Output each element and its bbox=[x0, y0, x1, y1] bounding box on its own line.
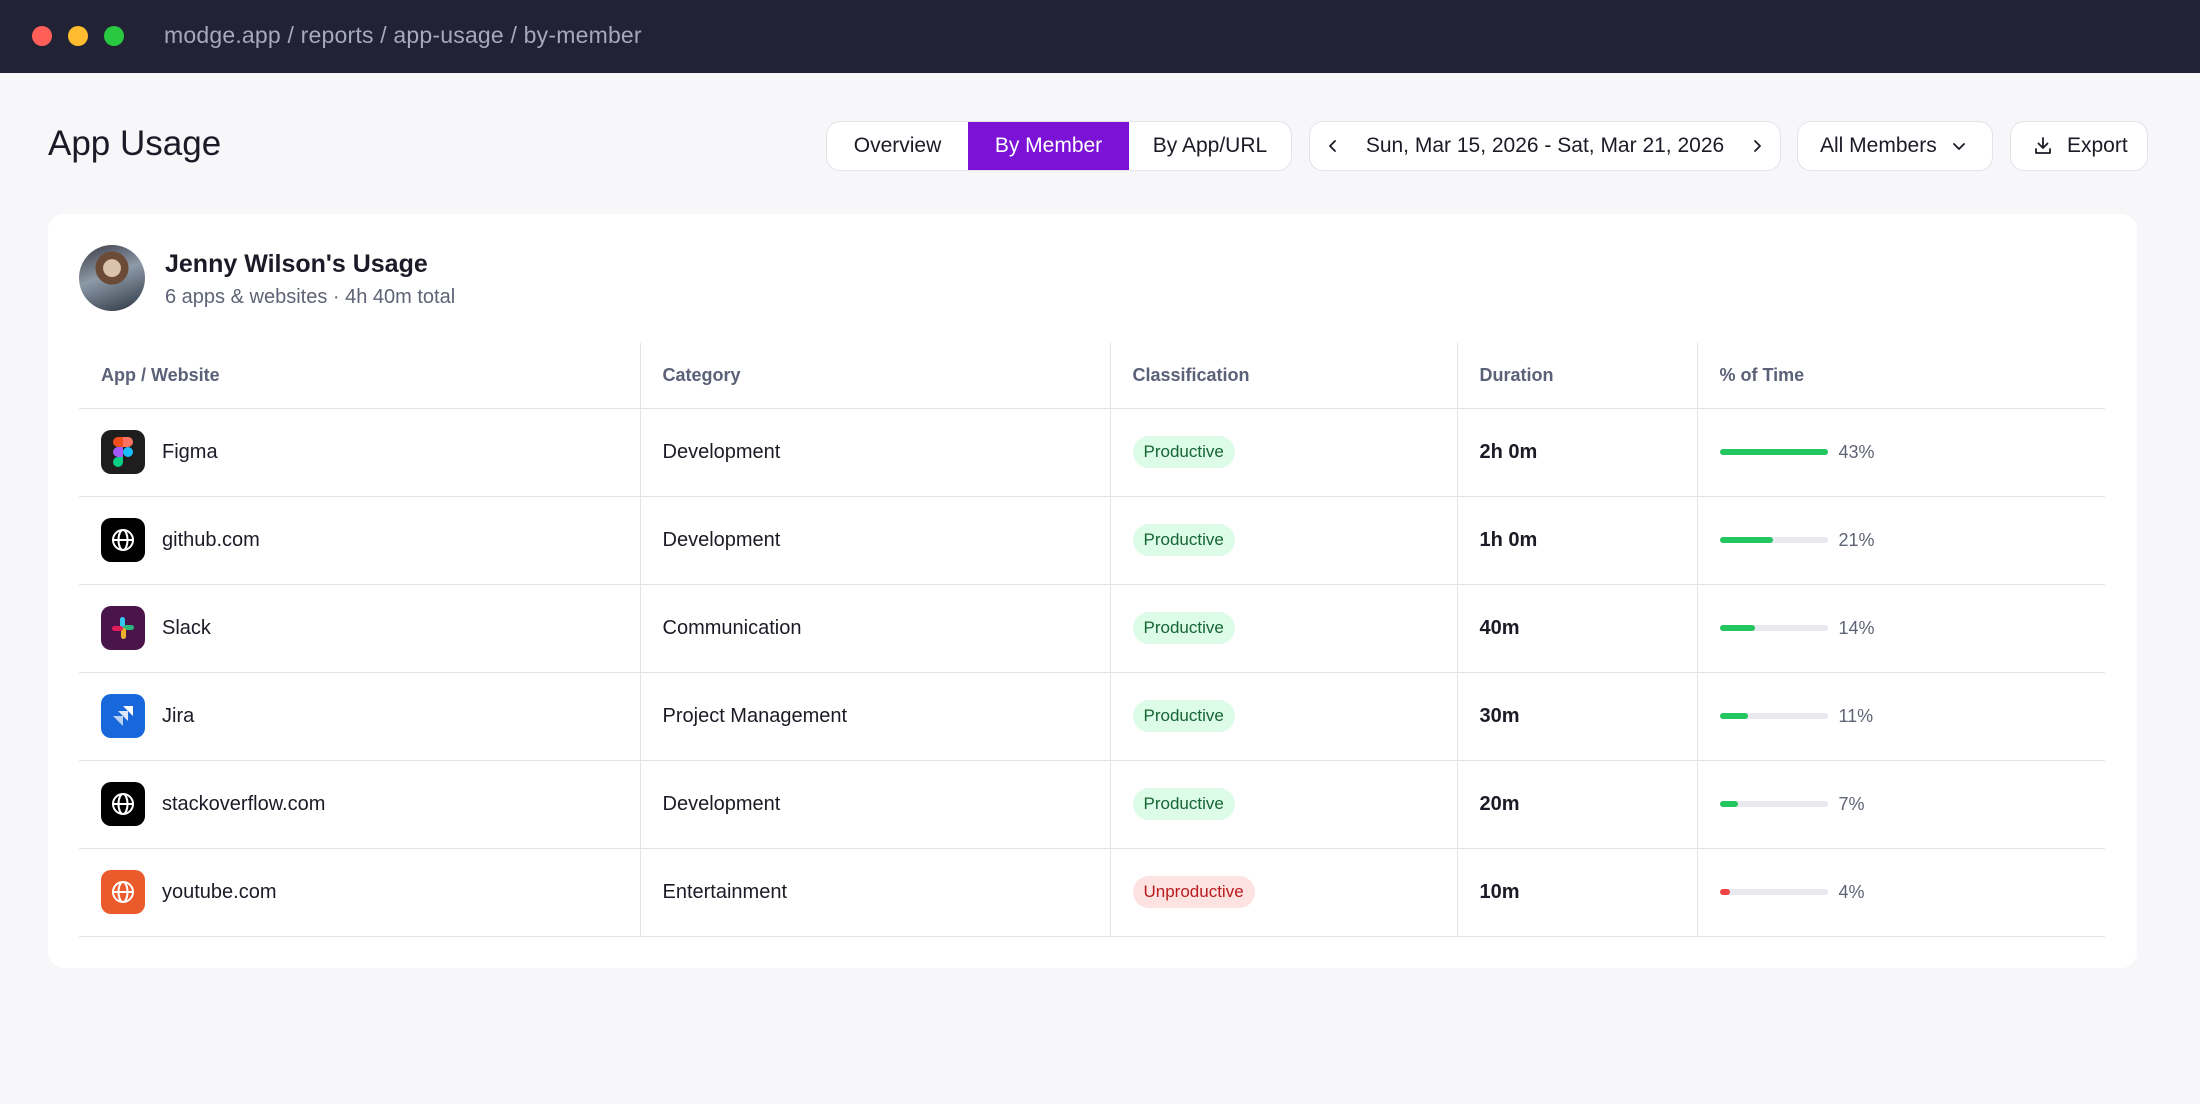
column-header-percent[interactable]: % of Time bbox=[1696, 343, 2105, 409]
tab-by-app-url[interactable]: By App/URL bbox=[1152, 134, 1268, 157]
app-name: Figma bbox=[162, 440, 218, 463]
classification-badge: Productive bbox=[1132, 788, 1235, 820]
usage-table: App / Website Category Classification Du… bbox=[79, 343, 2105, 937]
close-window-button[interactable] bbox=[32, 26, 52, 46]
percent-bar-fill bbox=[1719, 801, 1738, 807]
chevron-down-icon bbox=[1952, 143, 1965, 150]
percent-label: 14% bbox=[1838, 617, 1875, 638]
percent-bar bbox=[1719, 625, 1828, 631]
classification-badge: Productive bbox=[1132, 612, 1235, 644]
duration-cell: 30m bbox=[1456, 672, 1697, 761]
table-row[interactable]: github.com Development Productive 1h 0m … bbox=[79, 496, 2105, 585]
percent-bar-fill bbox=[1719, 713, 1748, 719]
column-header-classification[interactable]: Classification bbox=[1109, 343, 1457, 409]
globe-icon bbox=[101, 782, 145, 826]
member-usage-summary: 6 apps & websites · 4h 40m total bbox=[165, 286, 456, 308]
app-name: stackoverflow.com bbox=[162, 792, 326, 815]
member-usage-title: Jenny Wilson's Usage bbox=[165, 250, 428, 278]
avatar bbox=[79, 245, 145, 311]
classification-badge: Unproductive bbox=[1132, 876, 1255, 908]
page-title: App Usage bbox=[48, 124, 222, 163]
url-breadcrumb: modge.app / reports / app-usage / by-mem… bbox=[164, 22, 642, 48]
table-row[interactable]: Figma Development Productive 2h 0m 43% bbox=[79, 408, 2105, 497]
app-name: github.com bbox=[162, 528, 260, 551]
classification-badge: Productive bbox=[1132, 436, 1235, 468]
duration-cell: 2h 0m bbox=[1456, 408, 1697, 497]
duration-cell: 20m bbox=[1456, 760, 1697, 849]
percent-bar-fill bbox=[1719, 537, 1773, 543]
duration-cell: 40m bbox=[1456, 584, 1697, 673]
export-label: Export bbox=[2067, 134, 2128, 157]
date-range-picker: Sun, Mar 15, 2026 - Sat, Mar 21, 2026 bbox=[1309, 121, 1781, 171]
window-titlebar: modge.app / reports / app-usage / by-mem… bbox=[0, 0, 2200, 73]
export-button[interactable]: Export bbox=[2010, 121, 2148, 171]
duration-cell: 10m bbox=[1456, 848, 1697, 937]
percent-label: 4% bbox=[1838, 881, 1865, 902]
table-row[interactable]: youtube.com Entertainment Unproductive 1… bbox=[79, 848, 2105, 937]
maximize-window-button[interactable] bbox=[104, 26, 124, 46]
member-usage-card: Jenny Wilson's Usage 6 apps & websites ·… bbox=[48, 214, 2137, 968]
percent-bar bbox=[1719, 801, 1828, 807]
category-cell: Development bbox=[639, 760, 1110, 849]
tab-overview[interactable]: Overview bbox=[853, 134, 942, 157]
previous-week-button[interactable] bbox=[1310, 122, 1356, 170]
app-name: Slack bbox=[162, 616, 211, 639]
category-cell: Entertainment bbox=[639, 848, 1110, 937]
globe-icon bbox=[101, 518, 145, 562]
slack-icon bbox=[101, 606, 145, 650]
percent-bar-fill bbox=[1719, 889, 1730, 895]
app-name: youtube.com bbox=[162, 880, 277, 903]
percent-bar-fill bbox=[1719, 625, 1755, 631]
classification-badge: Productive bbox=[1132, 524, 1235, 556]
percent-bar bbox=[1719, 889, 1828, 895]
members-filter-dropdown[interactable]: All Members bbox=[1797, 121, 1993, 171]
percent-bar bbox=[1719, 537, 1828, 543]
duration-cell: 1h 0m bbox=[1456, 496, 1697, 585]
table-header-row: App / Website Category Classification Du… bbox=[79, 343, 2105, 409]
view-switcher: Overview By Member By App/URL bbox=[826, 121, 1292, 171]
members-filter-label: All Members bbox=[1820, 134, 1937, 157]
percent-label: 11% bbox=[1838, 705, 1874, 726]
chevron-right-icon bbox=[1754, 140, 1761, 152]
percent-label: 7% bbox=[1838, 793, 1865, 814]
jira-icon bbox=[101, 694, 145, 738]
column-header-app[interactable]: App / Website bbox=[79, 343, 640, 409]
category-cell: Development bbox=[639, 496, 1110, 585]
minimize-window-button[interactable] bbox=[68, 26, 88, 46]
column-header-category[interactable]: Category bbox=[639, 343, 1110, 409]
classification-badge: Productive bbox=[1132, 700, 1235, 732]
percent-bar bbox=[1719, 713, 1828, 719]
percent-label: 43% bbox=[1838, 441, 1875, 462]
percent-label: 21% bbox=[1838, 529, 1875, 550]
table-row[interactable]: Slack Communication Productive 40m 14% bbox=[79, 584, 2105, 673]
percent-bar bbox=[1719, 449, 1828, 455]
column-header-duration[interactable]: Duration bbox=[1456, 343, 1697, 409]
figma-icon bbox=[101, 430, 145, 474]
globe-icon bbox=[101, 870, 145, 914]
percent-bar-fill bbox=[1719, 449, 1828, 455]
next-week-button[interactable] bbox=[1734, 122, 1780, 170]
table-row[interactable]: stackoverflow.com Development Productive… bbox=[79, 760, 2105, 849]
table-row[interactable]: Jira Project Management Productive 30m 1… bbox=[79, 672, 2105, 761]
download-icon bbox=[2035, 137, 2051, 154]
app-name: Jira bbox=[162, 704, 195, 727]
chevron-left-icon bbox=[1329, 140, 1336, 152]
date-range-label[interactable]: Sun, Mar 15, 2026 - Sat, Mar 21, 2026 bbox=[1365, 134, 1725, 157]
category-cell: Development bbox=[639, 408, 1110, 497]
category-cell: Project Management bbox=[639, 672, 1110, 761]
tab-by-member[interactable]: By Member bbox=[968, 122, 1129, 170]
category-cell: Communication bbox=[639, 584, 1110, 673]
